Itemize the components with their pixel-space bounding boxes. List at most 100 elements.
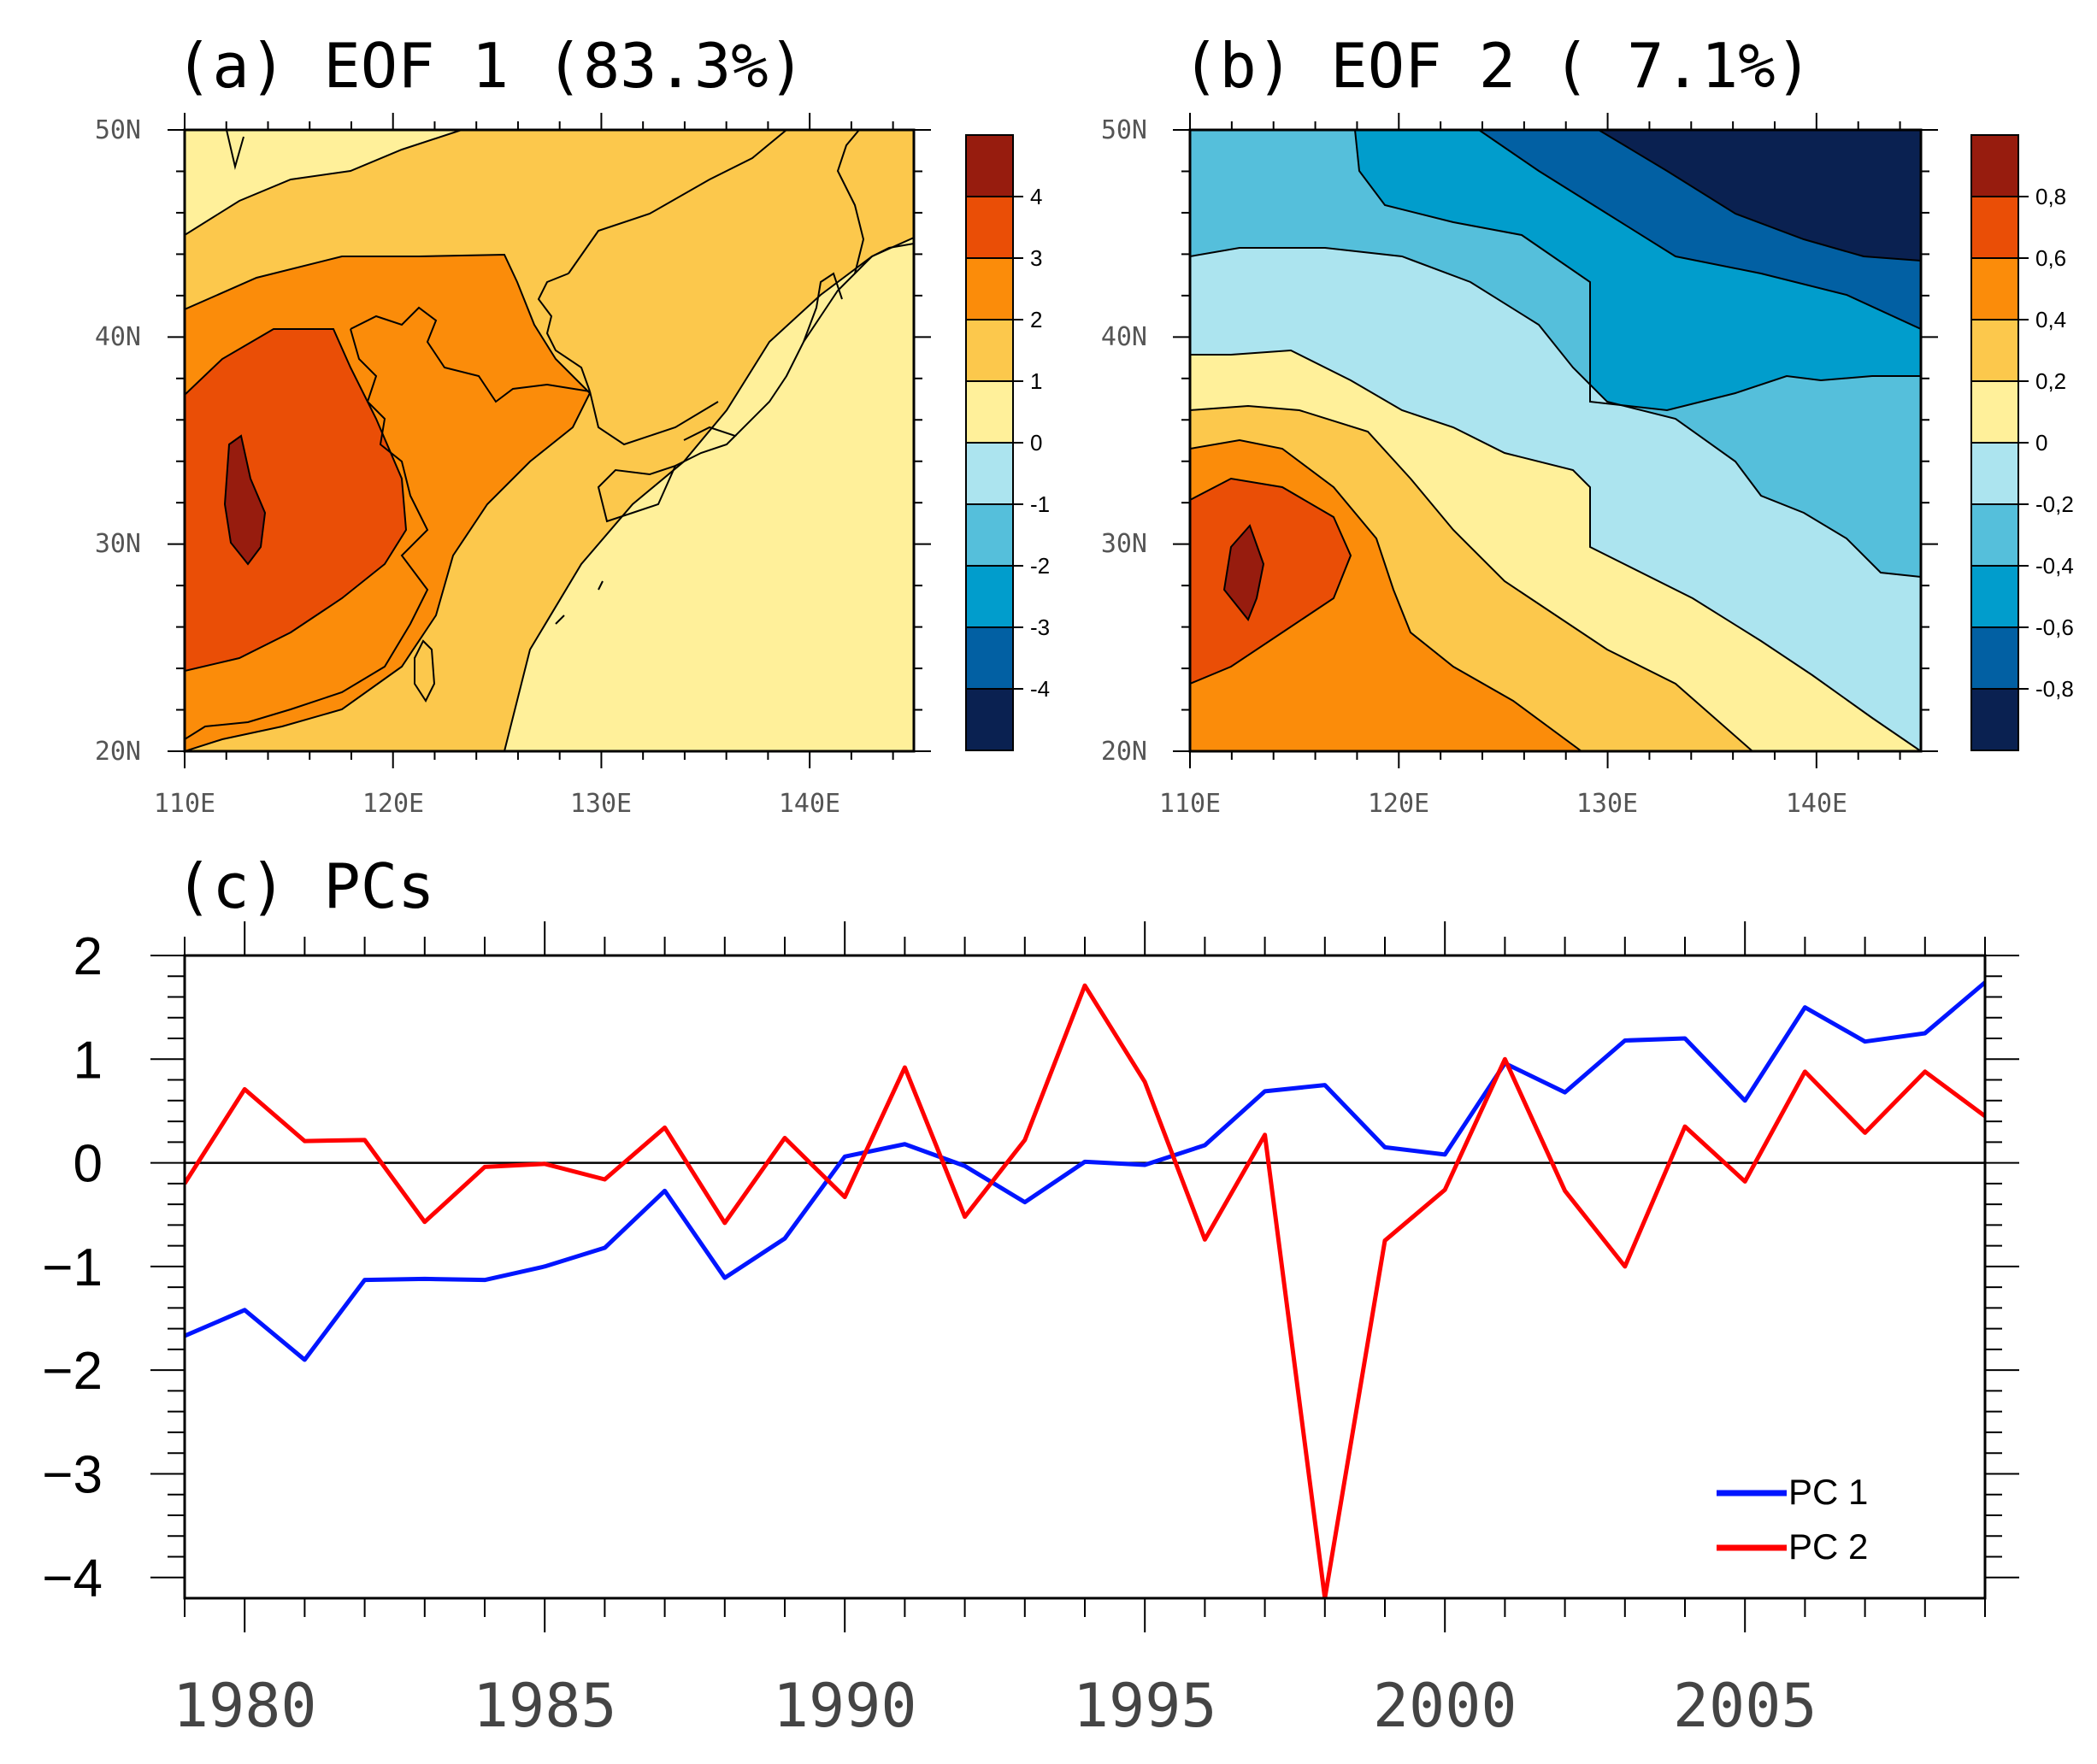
data-point (362, 1278, 368, 1283)
coastline-segment (568, 130, 787, 274)
data-point (1682, 1124, 1688, 1129)
coastline-segment (414, 639, 436, 703)
colorbar-bin (1970, 688, 2019, 751)
data-point (1022, 1138, 1028, 1143)
colorbar-bin (1970, 196, 2019, 259)
data-point (782, 1135, 787, 1140)
panel-a-frame (183, 128, 916, 753)
panel-a: (a) EOF 1 (83.3%) 50N 40N 30N 20N (95, 30, 1050, 819)
data-point (1863, 1039, 1868, 1044)
series-points-pc1 (182, 980, 1988, 1362)
colorbar-bin (1970, 257, 2019, 320)
lat-label-30n: 30N (1101, 529, 1147, 559)
lat-label-50n: 50N (95, 115, 141, 145)
data-point (1322, 1083, 1328, 1088)
data-point (1623, 1264, 1628, 1269)
coastline-segment (734, 256, 873, 437)
data-point (1082, 983, 1087, 988)
lon-label-110e: 110E (154, 789, 215, 819)
coastline-segment (871, 243, 914, 257)
panel-a-fill-3-4 (185, 329, 406, 671)
panel-b-fill-06-08 (1190, 479, 1351, 684)
data-point (1923, 1069, 1928, 1074)
data-point (1563, 1090, 1568, 1095)
data-point (1442, 1152, 1447, 1157)
lat-label-40n: 40N (1101, 322, 1147, 352)
colorbar-bin (1970, 380, 2019, 444)
legend-pc1-label: PC 1 (1788, 1472, 1868, 1512)
lon-label-120e: 120E (362, 789, 424, 819)
data-point (1382, 1238, 1387, 1244)
data-point (242, 1086, 247, 1091)
panel-c-y-tick-labels: 2 1 0 −1 −2 −3 −4 (42, 927, 103, 1608)
data-point (902, 1142, 907, 1147)
data-point (602, 1245, 607, 1250)
colorbar-label: -0,2 (2035, 491, 2074, 517)
colorbar-bin (1970, 134, 2019, 197)
colorbar-bin (965, 688, 1014, 751)
data-point (482, 1164, 487, 1169)
legend-pc2-label: PC 2 (1788, 1526, 1868, 1567)
y-tick-label: −2 (42, 1342, 103, 1401)
lat-label-40n: 40N (95, 322, 141, 352)
data-point (422, 1220, 427, 1225)
coastline-segment (836, 130, 865, 274)
data-point (1923, 1031, 1928, 1036)
data-point (1802, 1005, 1807, 1010)
colorbar-bin (965, 196, 1014, 259)
data-point (1082, 1159, 1087, 1164)
y-tick-label: 1 (74, 1031, 103, 1090)
colorbar-bin (965, 257, 1014, 320)
panel-b: (b) EOF 2 ( 7.1%) (1101, 30, 2074, 819)
panel-a-title: (a) EOF 1 (83.3%) (175, 30, 805, 102)
data-point (1802, 1069, 1807, 1074)
data-point (302, 1138, 307, 1144)
series-points-pc2 (182, 983, 1988, 1601)
colorbar-bin (1970, 319, 2019, 382)
panel-a-contours (185, 130, 914, 751)
coastline-segment (185, 328, 429, 740)
data-point (722, 1275, 727, 1280)
lon-label-120e: 120E (1368, 789, 1429, 819)
colorbar-bin (1970, 442, 2019, 505)
panel-b-lon-labels: 110E 120E 130E 140E (1159, 789, 1847, 819)
lon-label-130e: 130E (1576, 789, 1638, 819)
data-point (1742, 1179, 1747, 1184)
data-point (902, 1065, 907, 1070)
colorbar-bin (965, 565, 1014, 628)
data-point (242, 1308, 247, 1313)
coastline-segment (597, 464, 677, 523)
coastline-segment (598, 580, 604, 591)
data-point (542, 1161, 547, 1167)
series-line-pc2 (185, 983, 1985, 1598)
colorbar-label: 0,8 (2035, 184, 2066, 209)
panel-a-lon-labels: 110E 120E 130E 140E (154, 789, 840, 819)
lon-label-140e: 140E (779, 789, 840, 819)
colorbar-label: 2 (1030, 307, 1042, 332)
lon-label-140e: 140E (1786, 789, 1847, 819)
colorbar-label: 0,4 (2035, 307, 2066, 332)
data-point (1202, 1143, 1207, 1148)
data-point (1863, 1130, 1868, 1135)
panel-b-contours (1190, 130, 1921, 751)
colorbar-bin (965, 134, 1014, 197)
lon-label-130e: 130E (570, 789, 632, 819)
panel-c-frame (183, 954, 1987, 1600)
lon-label-110e: 110E (1159, 789, 1221, 819)
panel-a-lat-labels: 50N 40N 30N 20N (95, 115, 141, 767)
panel-a-ticks (168, 113, 931, 768)
x-tick-label: 1985 (473, 1671, 617, 1741)
panel-c-ticks (150, 921, 2019, 1632)
data-point (1022, 1200, 1028, 1205)
y-tick-label: −3 (42, 1445, 103, 1504)
colorbar-bin (965, 319, 1014, 382)
data-point (963, 1214, 968, 1220)
panel-c: (c) PCs 2 1 0 −1 −2 −3 −4 1980 1985 1990 1995 2000… (42, 850, 2019, 1741)
data-point (482, 1278, 487, 1283)
x-tick-label: 1980 (173, 1671, 317, 1741)
data-point (362, 1138, 368, 1143)
data-point (963, 1163, 968, 1168)
panel-b-colorbar: 0,8 0,6 0,4 0,2 0 -0,2 -0,4 -0,6 -0,8 (1970, 134, 2074, 751)
colorbar-label: -1 (1030, 491, 1050, 517)
colorbar-bin (1970, 626, 2019, 690)
